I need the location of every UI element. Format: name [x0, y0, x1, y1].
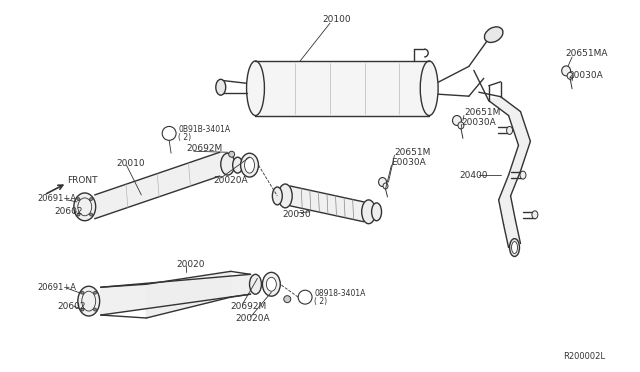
Text: R200002L: R200002L	[563, 352, 605, 361]
Text: 20602: 20602	[54, 207, 83, 216]
Ellipse shape	[246, 61, 264, 116]
Polygon shape	[147, 271, 230, 318]
Ellipse shape	[511, 241, 518, 253]
Ellipse shape	[93, 308, 97, 311]
Text: 08918-3401A: 08918-3401A	[314, 289, 365, 298]
Ellipse shape	[250, 274, 262, 294]
Polygon shape	[290, 186, 364, 222]
Ellipse shape	[452, 116, 461, 125]
Polygon shape	[255, 61, 429, 116]
Text: 0B91B-3401A: 0B91B-3401A	[178, 125, 230, 134]
Ellipse shape	[484, 27, 503, 42]
Text: 20691+A: 20691+A	[37, 195, 76, 203]
Text: 20010: 20010	[116, 159, 145, 168]
Circle shape	[162, 126, 176, 140]
Ellipse shape	[216, 79, 226, 95]
Ellipse shape	[278, 184, 292, 208]
Polygon shape	[95, 152, 220, 219]
Ellipse shape	[93, 291, 97, 294]
Text: 20030: 20030	[282, 210, 311, 219]
Ellipse shape	[378, 177, 387, 186]
Ellipse shape	[77, 198, 80, 201]
Ellipse shape	[520, 171, 526, 179]
Ellipse shape	[273, 187, 282, 205]
Text: 20100: 20100	[322, 15, 351, 24]
Text: 20400: 20400	[459, 171, 488, 180]
Text: N: N	[166, 129, 172, 138]
Text: 20030A: 20030A	[568, 71, 603, 80]
Text: 20020A: 20020A	[236, 314, 270, 324]
Ellipse shape	[507, 126, 513, 134]
Ellipse shape	[567, 73, 573, 79]
Ellipse shape	[362, 200, 376, 224]
Polygon shape	[489, 97, 531, 247]
Ellipse shape	[241, 153, 259, 177]
Text: 20692M: 20692M	[230, 302, 267, 311]
Ellipse shape	[562, 66, 571, 76]
Ellipse shape	[221, 153, 235, 175]
Ellipse shape	[284, 296, 291, 303]
Text: 20020: 20020	[176, 260, 205, 269]
Text: 20020A: 20020A	[214, 176, 248, 185]
Polygon shape	[100, 274, 250, 315]
Ellipse shape	[74, 193, 96, 221]
Ellipse shape	[262, 272, 280, 296]
Text: N: N	[302, 293, 308, 302]
Text: 20651M: 20651M	[394, 148, 431, 157]
Ellipse shape	[233, 157, 243, 173]
Text: 20691+A: 20691+A	[37, 283, 76, 292]
Text: 20692M: 20692M	[186, 144, 222, 153]
Text: 20651MA: 20651MA	[565, 48, 607, 58]
Ellipse shape	[90, 198, 93, 201]
Ellipse shape	[81, 291, 84, 294]
Ellipse shape	[81, 308, 84, 311]
Text: ( 2): ( 2)	[314, 296, 327, 306]
Ellipse shape	[383, 183, 388, 189]
Ellipse shape	[458, 122, 464, 129]
Text: 20030A: 20030A	[461, 118, 496, 127]
Text: FRONT: FRONT	[67, 176, 97, 185]
Text: E0030A: E0030A	[392, 158, 426, 167]
Ellipse shape	[228, 151, 235, 157]
Ellipse shape	[372, 203, 381, 221]
Text: 20602: 20602	[57, 302, 86, 311]
Ellipse shape	[78, 286, 100, 316]
Ellipse shape	[244, 157, 255, 173]
Circle shape	[298, 290, 312, 304]
Text: ( 2): ( 2)	[178, 133, 191, 142]
Ellipse shape	[266, 277, 276, 291]
Ellipse shape	[509, 238, 520, 256]
Ellipse shape	[420, 61, 438, 116]
Ellipse shape	[532, 211, 538, 219]
Text: 20651M: 20651M	[464, 108, 500, 117]
Ellipse shape	[90, 213, 93, 216]
Ellipse shape	[77, 213, 80, 216]
